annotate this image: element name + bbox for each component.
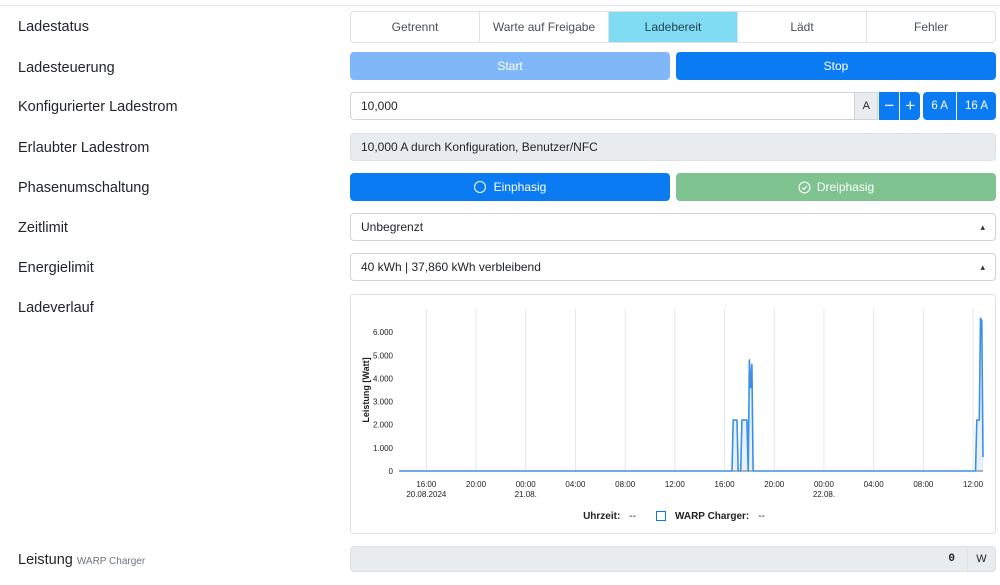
series-line [399,317,984,472]
power-label-text: Leistung [18,552,73,568]
select-arrows-icon: ▴ [980,261,985,272]
x-tick-label: 16:00 [416,480,437,489]
allowed-current-value: 10,000 A durch Konfiguration, Benutzer/N… [350,133,996,161]
x-tick-label: 00:00 [516,480,537,489]
x-tick-label: 16:00 [715,480,736,489]
preset-6a-button[interactable]: 6 A [923,92,957,120]
power-label: Leistung WARP Charger [18,552,145,568]
series-area [399,318,983,471]
history-chart: 16:00 20.08.2024 20:00 00:00 21.08. 04:00 08:0… [350,294,996,534]
start-button[interactable]: Start [350,52,670,80]
x-tick-label: 20:00 [764,480,785,489]
increment-button[interactable]: + [899,92,921,120]
time-limit-label: Zeitlimit [18,220,68,236]
configured-current-label: Konfigurierter Ladestrom [18,99,178,115]
y-tick-label: 0 [389,467,394,476]
power-sub-label: WARP Charger [76,556,146,567]
time-limit-select[interactable]: Unbegrenzt ▴ [350,213,996,241]
configured-current-group: 10,000 A − + 6 A 16 A [350,92,996,120]
y-tick-label: 1.000 [373,444,394,453]
status-option-warte-auf-freigabe[interactable]: Warte auf Freigabe [479,12,608,42]
x-tick-label: 08:00 [615,480,636,489]
allowed-current-label: Erlaubter Ladestrom [18,140,150,156]
power-value: 0 [948,553,955,565]
status-option-laedt[interactable]: Lädt [737,12,866,42]
configured-current-input[interactable]: 10,000 [350,92,855,120]
y-tick-label: 6.000 [373,328,394,337]
x-tick-date-label: 20.08.2024 [406,490,447,499]
y-tick-label: 3.000 [373,398,394,407]
history-row: Ladeverlauf 16:00 20.08.2024 20:00 00:00 21.… [0,294,1000,534]
x-tick-label: 04:00 [565,480,586,489]
y-tick-label: 4.000 [373,374,394,383]
control-buttons: Start Stop [350,52,996,80]
energy-limit-value: 40 kWh | 37,860 kWh verbleibend [361,260,541,274]
x-tick-label: 08:00 [913,480,934,489]
legend-time-label: Uhrzeit: [583,511,621,522]
top-divider [0,0,1000,6]
three-phase-button[interactable]: Dreiphasig [676,173,996,201]
x-tick-label: 12:00 [963,480,984,489]
stop-button[interactable]: Stop [676,52,996,80]
status-option-getrennt[interactable]: Getrennt [391,20,439,34]
x-tick-label: 04:00 [864,480,885,489]
power-unit: W [967,547,995,571]
preset-group: 6 A 16 A [923,92,996,120]
energy-limit-label: Energielimit [18,260,94,276]
x-tick-label: 12:00 [665,480,686,489]
legend-series-value: -- [758,511,765,522]
phase-buttons: Einphasig Dreiphasig [350,173,996,201]
single-phase-label: Einphasig [493,180,547,194]
legend-series-label: WARP Charger: [674,511,750,522]
time-limit-value: Unbegrenzt [361,220,424,234]
select-arrows-icon: ▴ [980,221,985,232]
x-tick-date-label: 21.08. [515,490,537,499]
status-option-fehler[interactable]: Fehler [866,12,995,42]
chart-legend: Uhrzeit: -- WARP Charger: -- [351,511,997,522]
x-tick-label: 20:00 [466,480,487,489]
status-option-ladebereit[interactable]: Ladebereit [608,12,737,42]
legend-series-swatch[interactable] [655,511,666,521]
single-phase-button[interactable]: Einphasig [350,173,670,201]
decrement-button[interactable]: − [878,92,900,120]
status-segmented: Getrennt Warte auf Freigabe Ladebereit L… [350,11,996,43]
phase-label: Phasenumschaltung [18,180,150,196]
y-tick-label: 5.000 [373,351,394,360]
control-label: Ladesteuerung [18,60,115,76]
three-phase-label: Dreiphasig [816,180,875,194]
y-tick-label: 2.000 [373,421,394,430]
legend-time-value: -- [629,511,636,522]
x-tick-label: 00:00 [814,480,835,489]
energy-limit-select[interactable]: 40 kWh | 37,860 kWh verbleibend ▴ [350,253,996,281]
check-circle-icon [798,181,811,193]
ampere-unit: A [854,92,879,120]
history-label: Ladeverlauf [18,300,94,316]
power-readout: 0 W [350,546,996,572]
status-label: Ladestatus [18,19,89,35]
preset-16a-button[interactable]: 16 A [956,92,996,120]
x-tick-date-label: 22.08. [813,490,835,499]
circle-icon [473,181,486,193]
y-axis-label: Leistung [Watt] [361,357,371,422]
